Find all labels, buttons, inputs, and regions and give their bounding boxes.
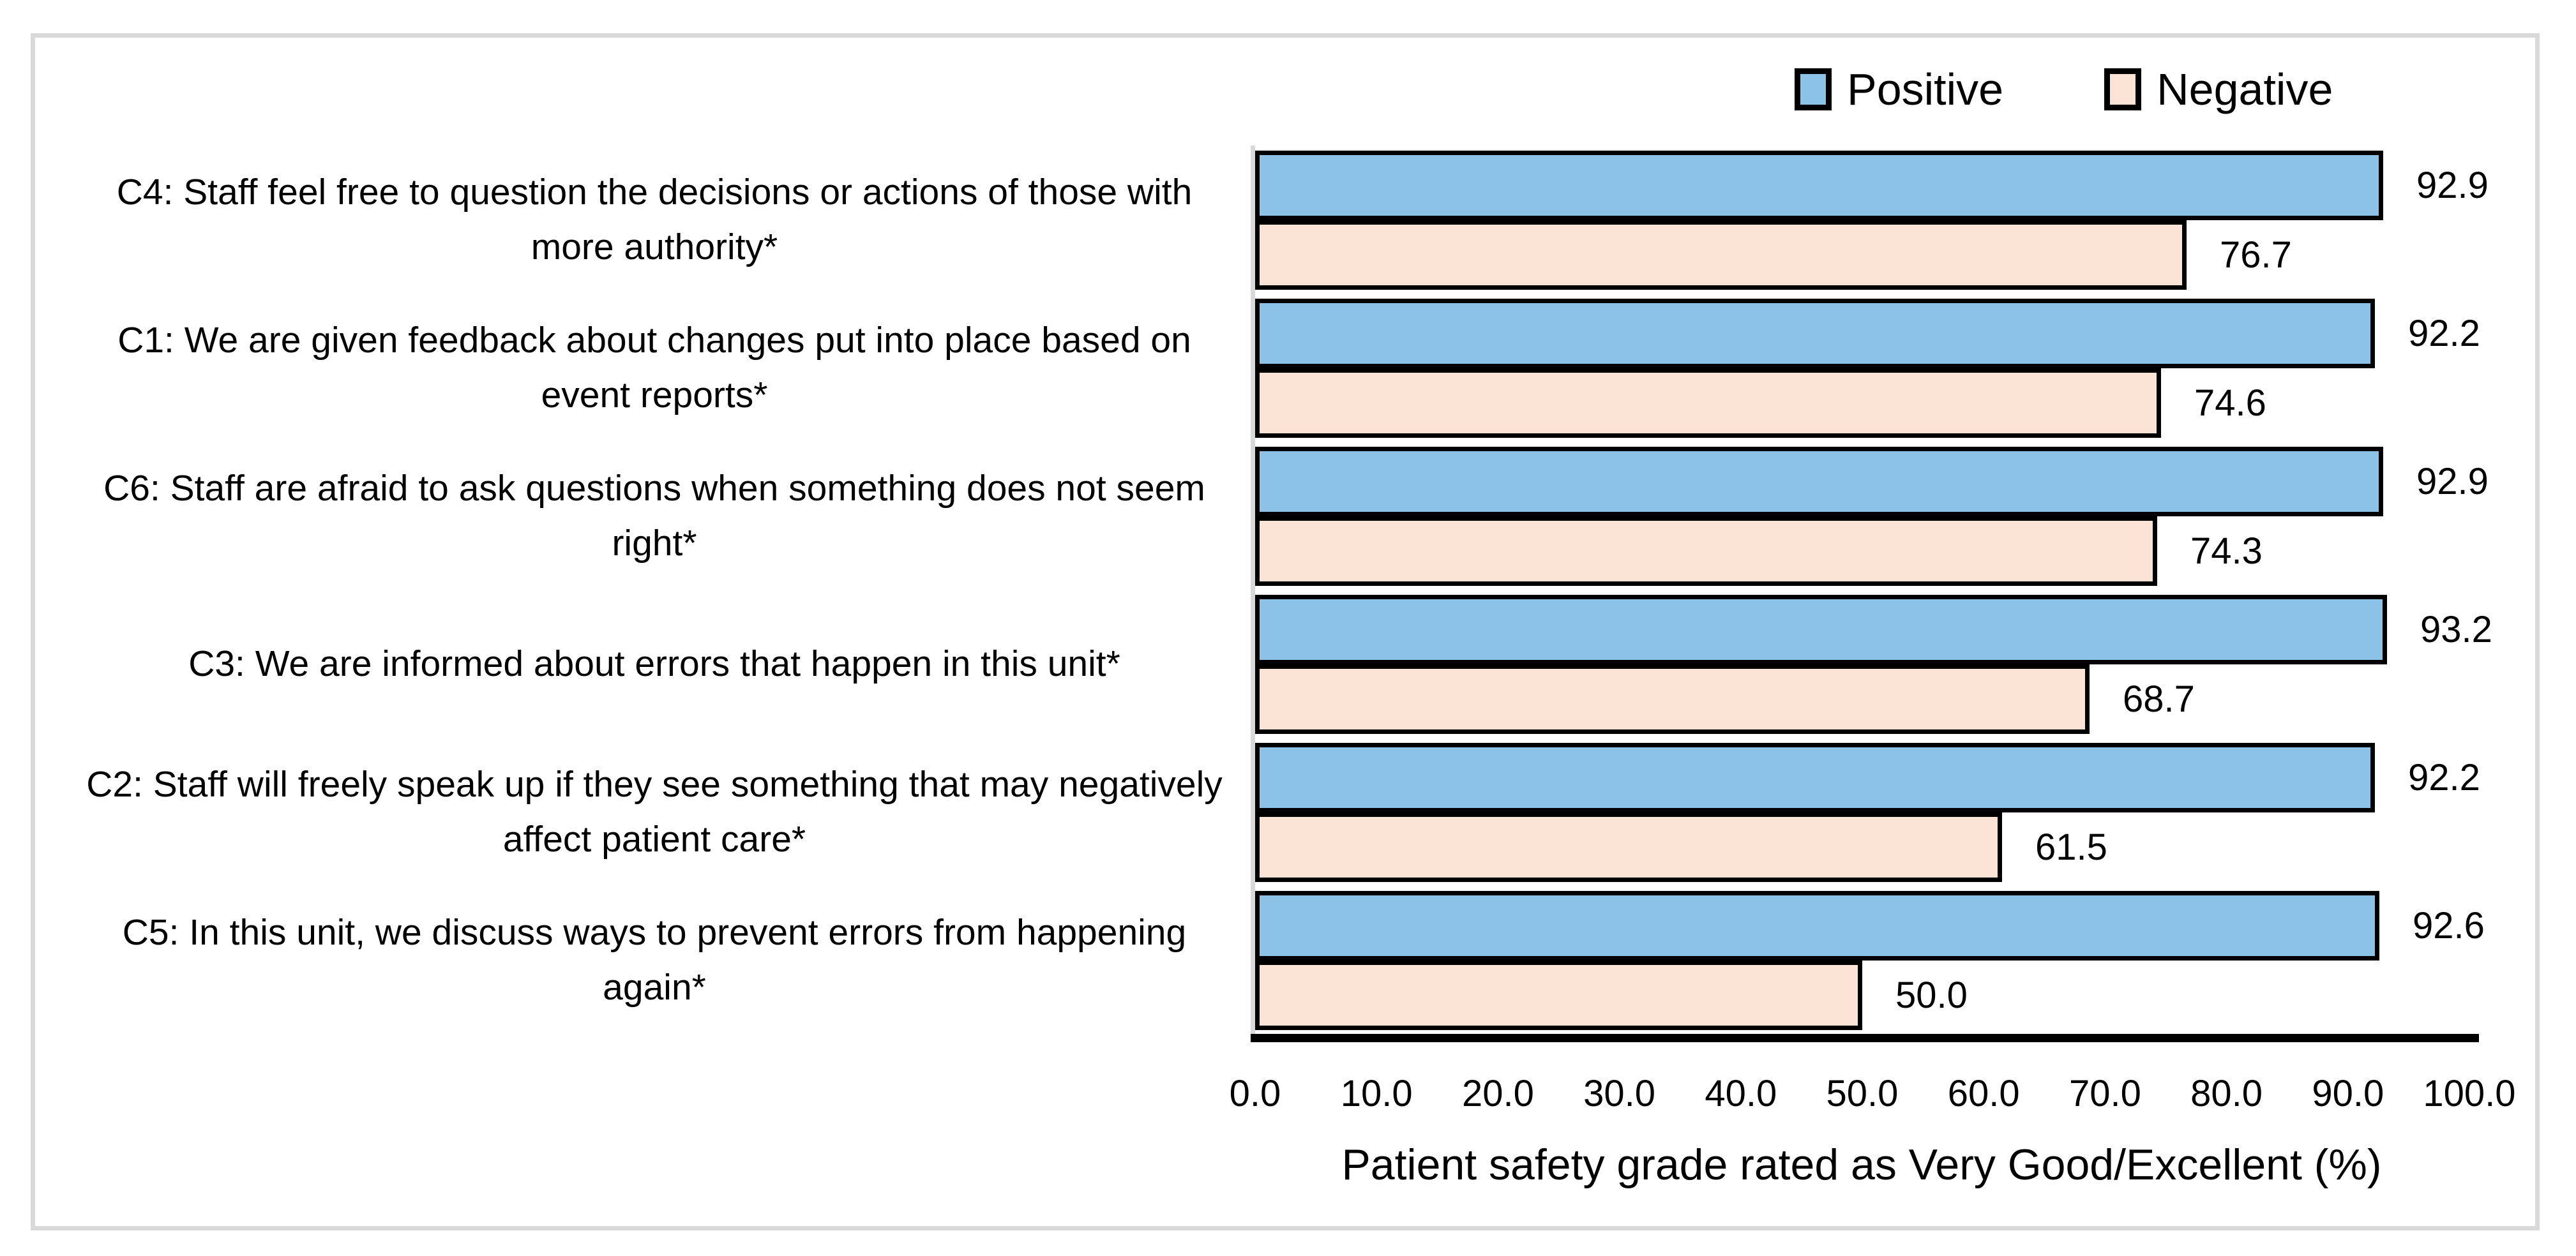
x-axis-title: Patient safety grade rated as Very Good/… — [1341, 1140, 2382, 1189]
positive-value-label: 92.2 — [2408, 312, 2480, 354]
x-tick-label: 30.0 — [1583, 1073, 1656, 1114]
category-label: C3: We are informed about errors that ha… — [188, 643, 1120, 684]
negative-bar — [1255, 516, 2157, 586]
x-axis-line — [1251, 1034, 2479, 1042]
negative-value-label: 61.5 — [2035, 826, 2107, 868]
positive-bar — [1255, 299, 2375, 368]
positive-bar — [1255, 891, 2379, 961]
positive-bar — [1255, 447, 2383, 516]
negative-value-label: 76.7 — [2220, 234, 2292, 276]
x-tick-label: 50.0 — [1826, 1073, 1899, 1114]
x-tick-label: 40.0 — [1705, 1073, 1777, 1114]
positive-bar — [1255, 151, 2383, 220]
negative-value-label: 50.0 — [1895, 974, 1968, 1016]
negative-bar — [1255, 961, 1862, 1030]
x-tick-label: 90.0 — [2312, 1073, 2384, 1114]
positive-value-label: 92.6 — [2413, 904, 2485, 946]
positive-value-label: 92.9 — [2416, 460, 2489, 502]
category-axis-line — [1251, 146, 1255, 1038]
negative-value-label: 74.3 — [2190, 530, 2263, 572]
category-label: C1: We are given feedback about changes … — [117, 320, 1191, 415]
legend-label-positive: Positive — [1847, 64, 2004, 114]
x-tick-label: 10.0 — [1340, 1073, 1413, 1114]
x-tick-label: 20.0 — [1461, 1073, 1534, 1114]
category-label: C5: In this unit, we discuss ways to pre… — [122, 912, 1187, 1008]
legend-item-positive: Positive — [1795, 67, 2003, 112]
negative-bar — [1255, 664, 2090, 734]
negative-series-swatch-icon — [2104, 68, 2142, 110]
x-tick-label: 100.0 — [2423, 1073, 2516, 1114]
legend-label-negative: Negative — [2157, 64, 2333, 114]
x-tick-label: 60.0 — [1947, 1073, 2020, 1114]
positive-value-label: 92.2 — [2408, 756, 2480, 798]
negative-bar — [1255, 220, 2187, 290]
x-tick-label: 80.0 — [2190, 1073, 2263, 1114]
legend-item-negative: Negative — [2104, 67, 2333, 112]
negative-bar — [1255, 812, 2002, 882]
positive-value-label: 92.9 — [2416, 164, 2489, 206]
positive-series-swatch-icon — [1795, 68, 1832, 110]
x-tick-label: 0.0 — [1229, 1073, 1281, 1114]
chart-frame: Positive Negative C4: Staff feel free to… — [31, 33, 2540, 1230]
negative-value-label: 74.6 — [2194, 382, 2266, 424]
category-label: C2: Staff will freely speak up if they s… — [86, 764, 1223, 860]
category-label: C4: Staff feel free to question the deci… — [116, 172, 1193, 267]
positive-bar — [1255, 743, 2375, 812]
x-tick-label: 70.0 — [2068, 1073, 2141, 1114]
positive-value-label: 93.2 — [2420, 608, 2492, 650]
negative-value-label: 68.7 — [2123, 678, 2195, 720]
positive-bar — [1255, 595, 2387, 664]
legend: Positive Negative — [1795, 67, 2333, 112]
category-label: C6: Staff are afraid to ask questions wh… — [103, 468, 1205, 564]
negative-bar — [1255, 368, 2161, 438]
